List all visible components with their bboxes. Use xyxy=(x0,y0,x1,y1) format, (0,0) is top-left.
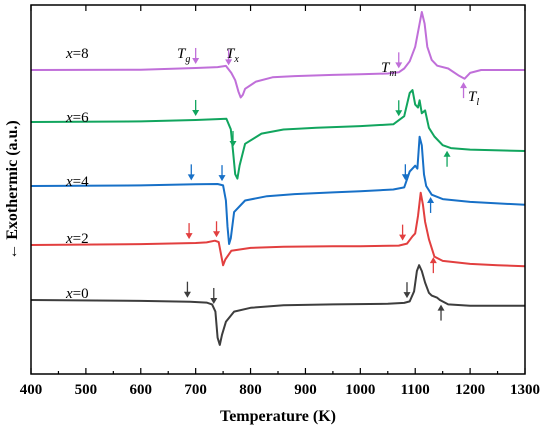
series-label-4: x=4 xyxy=(65,174,89,190)
x-tick-label: 900 xyxy=(294,382,317,398)
transition-arrow xyxy=(187,164,195,181)
x-axis-label: Temperature (K) xyxy=(220,408,336,425)
transition-arrow xyxy=(403,282,411,299)
arrow-layer xyxy=(183,47,468,321)
series-curve-4 xyxy=(30,135,526,245)
transition-arrow xyxy=(218,165,226,182)
annotation-tl: Tl xyxy=(468,89,479,108)
transition-arrow xyxy=(192,99,200,116)
x-tick-label: 600 xyxy=(130,382,153,398)
transition-arrow xyxy=(399,224,407,241)
series-label-2: x=2 xyxy=(65,231,89,247)
transition-arrow xyxy=(443,150,451,167)
transition-arrow xyxy=(210,287,218,304)
transition-arrow xyxy=(225,49,233,66)
annotation-tg: Tg xyxy=(177,46,190,65)
series-label-8: x=8 xyxy=(65,46,89,62)
svg-text:Tx: Tx xyxy=(226,46,239,65)
x-tick-layer: 400 500 600 700 800 900 1000 1100 1200 1300 xyxy=(20,5,540,398)
x-tick-label: 1200 xyxy=(455,382,485,398)
svg-text:Tm: Tm xyxy=(381,60,397,79)
transition-arrow xyxy=(192,47,200,64)
transition-arrow xyxy=(460,82,468,99)
annotation-tm-sub: m xyxy=(389,68,396,79)
plot-frame xyxy=(30,4,526,375)
x-tick-label: 800 xyxy=(239,382,262,398)
transition-arrow xyxy=(229,131,237,147)
transition-arrow xyxy=(395,100,403,117)
x-tick-label: 1000 xyxy=(345,382,375,398)
annotation-tl-main: T xyxy=(468,89,478,105)
transition-arrow xyxy=(183,281,191,298)
series-curve-6 xyxy=(30,89,526,180)
y-axis-label: ← Exothermic (a.u.) xyxy=(4,120,21,260)
series-label-6: x=6 xyxy=(65,110,89,126)
x-tick-label: 400 xyxy=(20,382,43,398)
svg-text:Tl: Tl xyxy=(468,89,479,108)
series-curve-8 xyxy=(30,11,525,99)
annotation-tx-sub: x xyxy=(233,54,239,65)
curve-layer xyxy=(30,11,526,346)
transition-arrow xyxy=(401,164,409,181)
transition-arrow xyxy=(185,223,193,240)
series-label-layer: x=8 x=6 x=4 x=2 x=0 xyxy=(65,46,89,302)
series-curve-2 xyxy=(30,191,526,268)
x-tick-label: 1300 xyxy=(510,382,540,398)
annotation-tx-main: T xyxy=(226,46,236,62)
annotation-tg-main: T xyxy=(177,46,187,62)
series-curve-0 xyxy=(30,264,525,346)
x-tick-label: 1100 xyxy=(401,382,430,398)
annotation-tm: Tm xyxy=(381,60,397,79)
transition-arrow xyxy=(437,304,445,321)
annotation-tx: Tx xyxy=(226,46,239,65)
svg-text:Tg: Tg xyxy=(177,46,190,65)
transition-arrow xyxy=(427,196,435,213)
transition-arrow xyxy=(429,257,437,274)
series-label-0: x=0 xyxy=(65,286,89,302)
transition-arrow xyxy=(395,52,403,69)
x-tick-label: 700 xyxy=(184,382,207,398)
annotation-tl-sub: l xyxy=(476,97,479,108)
x-tick-label: 500 xyxy=(75,382,98,398)
transition-arrow xyxy=(213,221,221,238)
annotation-tm-main: T xyxy=(381,60,391,76)
annotation-tg-sub: g xyxy=(185,54,190,65)
